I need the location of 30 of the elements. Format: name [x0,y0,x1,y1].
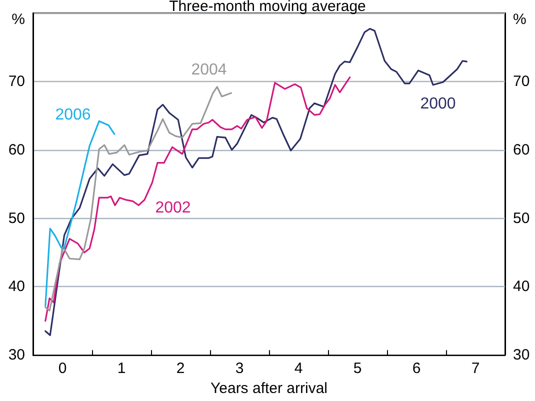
line-series [44,120,116,307]
x-tick-label: 7 [471,360,480,378]
x-tick-label: 6 [412,360,421,378]
y2-tick-label: 60 [513,141,530,158]
y2-tick-label: 30 [513,346,530,364]
y2-axis-title: % [513,11,526,28]
series-label: 2006 [55,106,91,124]
y2-tick-label: 70 [513,72,530,90]
y-tick-label: 70 [8,72,25,90]
series-label: 2002 [155,200,191,216]
y-tick-label: 30 [8,346,25,364]
chart-title: Three-month moving average [169,0,366,15]
series-label: 2000 [420,96,456,112]
y2-tick-label: 40 [513,278,530,296]
x-tick-label: 5 [353,360,362,378]
y2-tick-label: 50 [513,210,530,227]
line-series [44,76,351,322]
x-tick-label: 3 [235,360,244,378]
x-tick-label: 1 [117,360,126,378]
line-series [44,28,468,336]
y-tick-label: 50 [8,210,25,227]
x-axis-title: Years after arrival [210,380,328,397]
line-series [44,86,232,312]
x-tick-label: 2 [176,360,185,378]
y-tick-label: 60 [8,141,25,158]
series-label: 2004 [191,62,227,78]
y-axis-title: % [12,11,25,28]
y-tick-label: 40 [8,278,25,296]
x-tick-label: 0 [58,360,67,378]
x-tick-label: 4 [294,360,303,378]
